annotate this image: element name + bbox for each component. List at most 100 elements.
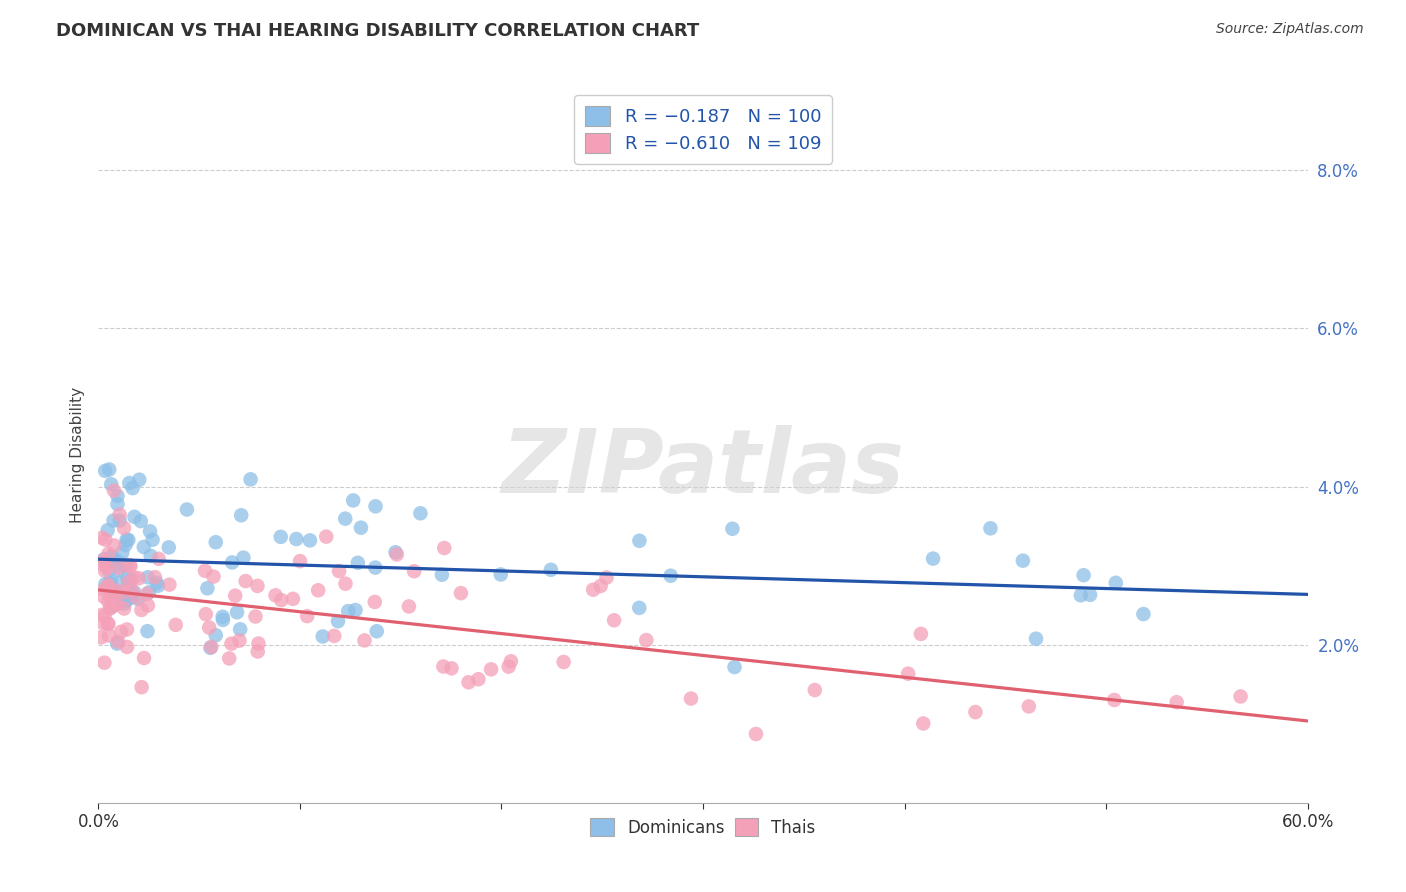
Point (200, 640, 222, 654)
Point (721, 522, 744, 536)
Point (103, 583, 125, 598)
Point (246, 644, 269, 658)
Point (211, 610, 233, 624)
Point (122, 570, 145, 584)
Point (194, 607, 217, 621)
Point (385, 548, 408, 562)
Point (103, 599, 125, 613)
Point (165, 618, 187, 632)
Point (723, 660, 745, 674)
Point (128, 473, 150, 487)
Point (745, 727, 768, 741)
Point (118, 558, 141, 573)
Point (288, 554, 311, 568)
Text: DOMINICAN VS THAI HEARING DISABILITY CORRELATION CHART: DOMINICAN VS THAI HEARING DISABILITY COR… (56, 22, 700, 40)
Point (897, 666, 920, 681)
Point (270, 530, 292, 544)
Point (226, 605, 249, 619)
Point (107, 597, 129, 611)
Point (108, 514, 131, 528)
Point (94, 564, 117, 578)
Point (384, 545, 406, 559)
Point (90, 531, 112, 545)
Point (232, 550, 254, 565)
Point (118, 476, 141, 491)
Point (281, 591, 304, 606)
Point (1105, 575, 1128, 590)
Point (589, 579, 612, 593)
Point (131, 680, 153, 694)
Point (430, 567, 453, 582)
Point (366, 624, 388, 639)
Point (94, 577, 117, 591)
Point (176, 502, 198, 516)
Point (595, 570, 617, 584)
Point (115, 592, 138, 607)
Point (100, 555, 122, 569)
Point (93, 590, 115, 604)
Point (136, 624, 159, 639)
Point (111, 558, 134, 573)
Point (110, 624, 132, 639)
Point (245, 609, 267, 624)
Point (409, 506, 432, 520)
Point (1078, 588, 1101, 602)
Point (115, 640, 138, 654)
Point (1166, 695, 1188, 709)
Point (139, 549, 162, 563)
Point (138, 585, 160, 599)
Point (364, 595, 387, 609)
Point (235, 574, 257, 588)
Point (107, 554, 129, 568)
Point (404, 564, 426, 578)
Point (101, 549, 124, 564)
Y-axis label: Hearing Disability: Hearing Disability (69, 387, 84, 523)
Point (659, 568, 682, 582)
Point (450, 586, 472, 600)
Point (114, 538, 136, 552)
Point (97, 578, 120, 592)
Point (117, 572, 139, 586)
Point (97, 616, 120, 631)
Point (105, 583, 128, 598)
Point (148, 551, 170, 566)
Point (433, 541, 456, 555)
Point (157, 541, 180, 555)
Point (910, 627, 932, 641)
Point (98, 462, 121, 476)
Point (98, 601, 121, 615)
Point (97, 547, 120, 561)
Point (228, 633, 250, 648)
Point (115, 533, 138, 547)
Point (239, 472, 262, 486)
Point (1104, 693, 1126, 707)
Point (105, 637, 128, 651)
Point (440, 661, 463, 675)
Point (636, 633, 658, 648)
Point (432, 659, 454, 673)
Point (270, 593, 292, 607)
Point (498, 659, 520, 673)
Text: Source: ZipAtlas.com: Source: ZipAtlas.com (1216, 22, 1364, 37)
Point (93, 616, 115, 631)
Point (127, 592, 149, 607)
Point (346, 556, 368, 570)
Point (115, 558, 138, 572)
Point (679, 691, 702, 706)
Point (136, 570, 159, 584)
Point (96, 579, 118, 593)
Point (97, 616, 120, 631)
Point (121, 586, 143, 600)
Point (91, 607, 114, 622)
Legend: Dominicans, Thais: Dominicans, Thais (583, 811, 823, 843)
Point (315, 530, 337, 544)
Point (323, 629, 346, 643)
Point (120, 559, 142, 574)
Point (125, 590, 148, 604)
Point (97, 594, 120, 608)
Point (198, 621, 221, 635)
Point (112, 521, 135, 535)
Point (221, 637, 243, 651)
Point (114, 597, 136, 611)
Point (204, 535, 226, 549)
